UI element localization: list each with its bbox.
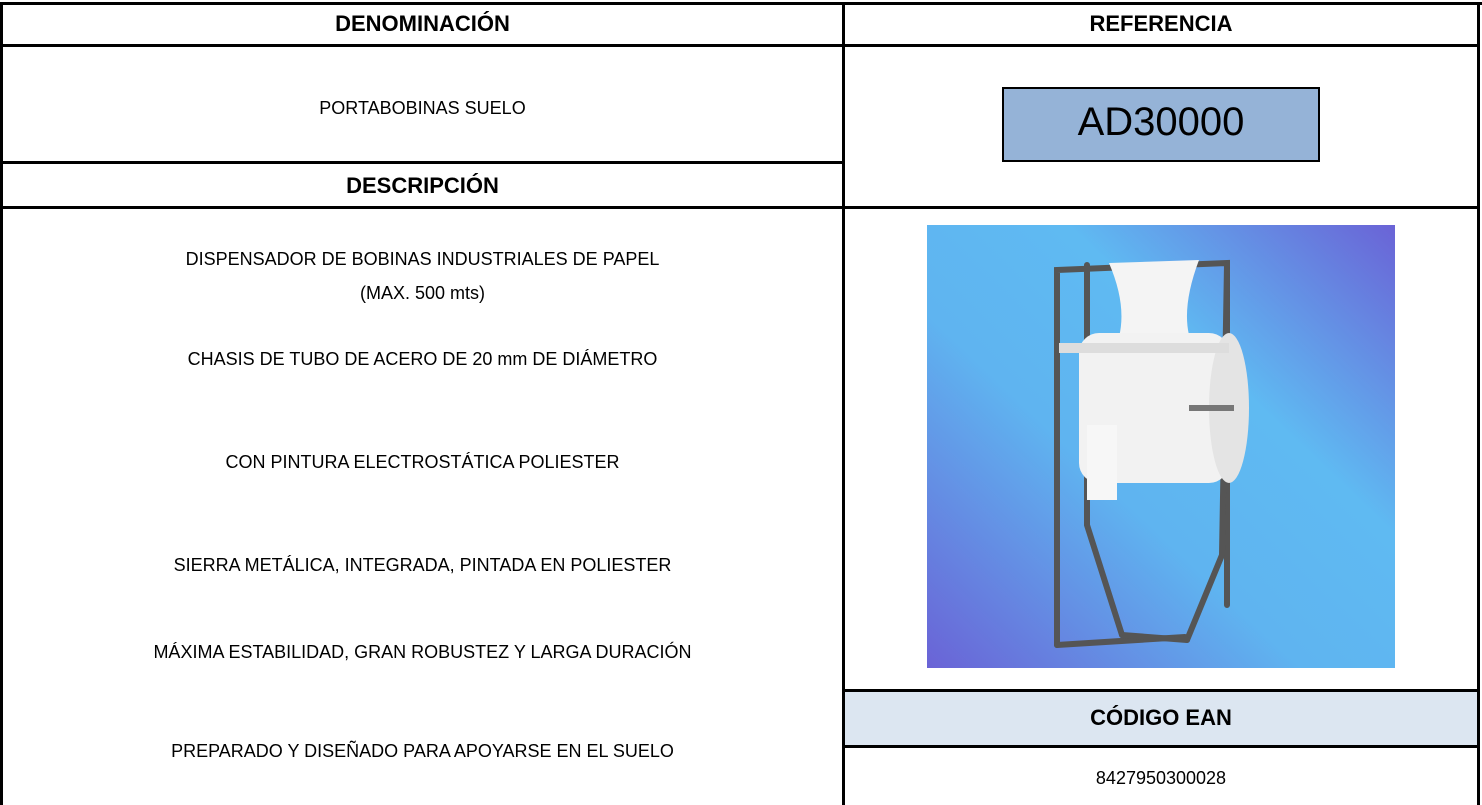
ean-label: CÓDIGO EAN — [1090, 705, 1232, 730]
row-line — [845, 745, 1480, 748]
description-line: (MAX. 500 mts) — [359, 283, 486, 303]
row-line — [845, 689, 1480, 692]
header-denominacion: DENOMINACIÓN — [335, 11, 510, 36]
product-image — [927, 225, 1395, 668]
referencia: AD30000 — [1077, 100, 1245, 144]
description-line: PREPARADO Y DISEÑADO PARA APOYARSE EN EL… — [171, 741, 674, 761]
description-line: CHASIS DE TUBO DE ACERO DE 20 mm DE DIÁM… — [187, 349, 658, 369]
header-referencia: REFERENCIA — [1089, 11, 1233, 36]
description-line: SIERRA METÁLICA, INTEGRADA, PINTADA EN P… — [173, 555, 672, 575]
border-right — [1477, 2, 1480, 805]
row-line — [0, 44, 1480, 47]
row-line — [0, 206, 1480, 209]
denominacion: PORTABOBINAS SUELO — [319, 98, 526, 118]
column-divider — [842, 2, 845, 805]
ean-code: 8427950300028 — [1095, 768, 1227, 788]
border-top — [0, 2, 1482, 5]
ean-label-cell — [845, 690, 1477, 745]
row-line — [0, 161, 845, 164]
description-line: CON PINTURA ELECTROSTÁTICA POLIESTER — [225, 452, 620, 472]
header-descripcion: DESCRIPCIÓN — [346, 173, 499, 198]
description-line: MÁXIMA ESTABILIDAD, GRAN ROBUSTEZ Y LARG… — [153, 642, 692, 662]
description-line: DISPENSADOR DE BOBINAS INDUSTRIALES DE P… — [185, 249, 660, 269]
referencia-box — [1002, 87, 1320, 162]
border-left — [0, 2, 3, 805]
